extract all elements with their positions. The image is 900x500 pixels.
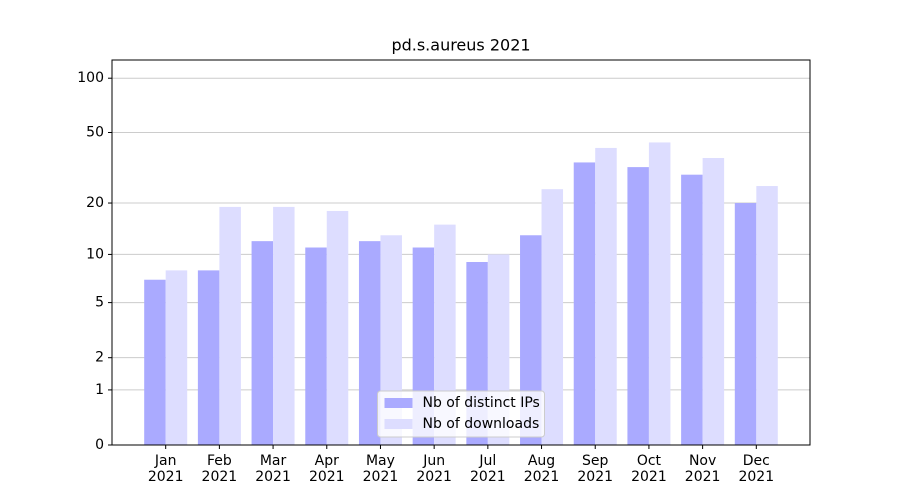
bar xyxy=(434,224,456,445)
x-tick-label: Dec 2021 xyxy=(738,453,775,485)
bar xyxy=(734,203,757,445)
bar xyxy=(595,147,617,445)
x-tick-label: Oct 2021 xyxy=(631,453,667,485)
bar xyxy=(251,241,274,445)
bar xyxy=(358,241,381,445)
x-tick-label: Jul 2021 xyxy=(470,453,506,485)
y-tick-label: 100 xyxy=(77,70,104,86)
bar xyxy=(648,142,671,445)
bar xyxy=(326,210,349,445)
bar xyxy=(702,158,725,445)
x-tick-label: Sep 2021 xyxy=(577,453,614,485)
legend-label: Nb of downloads xyxy=(423,416,540,432)
y-tick-label: 1 xyxy=(95,382,104,398)
y-tick-label: 5 xyxy=(95,295,104,311)
bar xyxy=(219,206,241,445)
y-tick-label: 10 xyxy=(86,246,104,262)
bar xyxy=(165,270,188,445)
x-tick-label: Mar 2021 xyxy=(255,453,291,485)
legend-swatch xyxy=(384,419,413,429)
legend-swatch xyxy=(384,398,413,408)
plot-frame xyxy=(111,59,811,446)
legend-label: Nb of distinct IPs xyxy=(423,395,540,411)
x-tick-label: Apr 2021 xyxy=(308,453,345,485)
bar xyxy=(305,247,327,445)
bar xyxy=(144,279,166,445)
x-tick-label: Jun 2021 xyxy=(416,453,452,485)
y-tick-label: 50 xyxy=(86,125,104,141)
x-tick-label: May 2021 xyxy=(362,453,399,485)
chart-title: pd.s.aureus 2021 xyxy=(391,36,530,55)
x-tick-label: Feb 2021 xyxy=(201,453,238,485)
x-tick-label: Nov 2021 xyxy=(684,453,721,485)
legend: Nb of distinct IPs Nb of downloads xyxy=(377,390,545,438)
y-tick-label: 20 xyxy=(86,195,104,211)
bar xyxy=(541,189,564,445)
x-tick-label: Jan 2021 xyxy=(147,453,184,485)
bar xyxy=(756,186,778,445)
bar xyxy=(273,206,295,445)
bar xyxy=(573,162,596,445)
y-tick-label: 0 xyxy=(95,437,104,453)
x-tick-label: Aug 2021 xyxy=(523,453,560,485)
bar xyxy=(197,270,220,445)
legend-box xyxy=(377,390,545,438)
bar xyxy=(681,174,703,445)
y-tick-label: 2 xyxy=(95,350,104,366)
bar xyxy=(627,167,649,445)
